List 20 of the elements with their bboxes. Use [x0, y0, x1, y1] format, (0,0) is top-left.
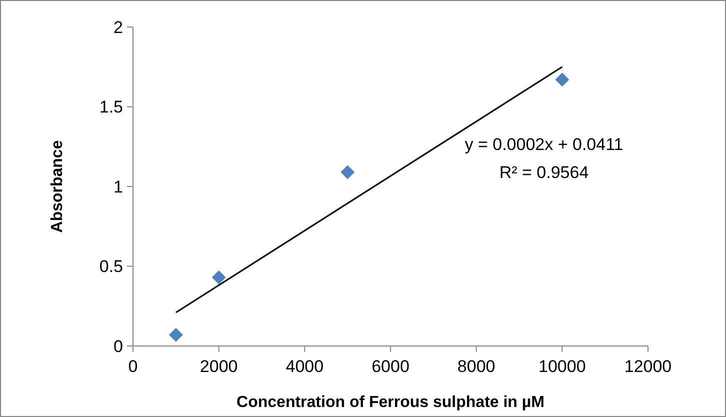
x-tick-label: 10000 [538, 357, 586, 376]
point [555, 72, 570, 87]
x-tick-label: 8000 [457, 357, 496, 376]
x-tick-label: 12000 [624, 357, 672, 376]
y-axis-title: Absorbance [49, 140, 66, 233]
y-tick-label: 2 [114, 18, 123, 37]
x-axis-title: Concentration of Ferrous sulphate in µM [236, 394, 544, 411]
y-tick-label: 0 [114, 336, 123, 356]
y-tick-label: 1.5 [99, 98, 123, 117]
annotation: R² = 0.9564 [499, 163, 589, 182]
point [168, 328, 183, 342]
annotation: y = 0.0002x + 0.0411 [464, 135, 624, 154]
y-tick-label: 1 [114, 177, 123, 196]
x-tick-label: 4000 [286, 357, 324, 376]
x-tick-label: 2000 [200, 357, 238, 376]
x-tick-label: 0 [128, 357, 138, 376]
point [340, 165, 355, 180]
point [212, 270, 226, 284]
y-tick-label: 0.5 [99, 257, 123, 276]
x-tick-label: 6000 [372, 357, 410, 376]
